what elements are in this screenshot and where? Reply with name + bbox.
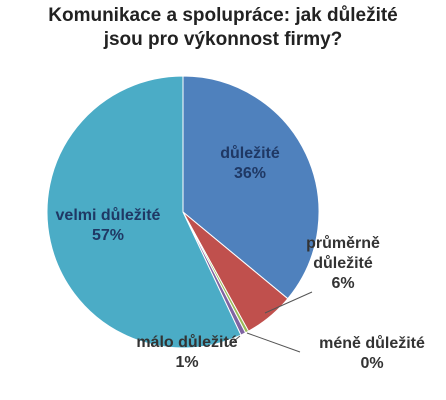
chart-title-line-2: jsou pro výkonnost firmy? [103, 29, 343, 50]
slice-percent: 0% [360, 355, 383, 372]
slice-name: průměrně [306, 235, 380, 252]
pie-slice-1 [182, 75, 320, 300]
slice-label-4: málo důležité 1% [136, 334, 237, 371]
leader-line-4 [227, 335, 241, 347]
chart-title: Komunikace a spolupráce: jak důležité js… [0, 4, 446, 52]
leader-line-2 [264, 291, 313, 314]
slice-name: velmi důležité [56, 207, 161, 224]
slice-name: málo důležité [136, 334, 237, 351]
chart-title-line-1: Komunikace a spolupráce: jak důležité [48, 5, 398, 26]
slice-label-1: důležité 36% [220, 145, 280, 182]
slice-name: důležité [313, 255, 373, 272]
slice-label-5: velmi důležité 57% [56, 207, 161, 244]
slice-label-3: méně důležité 0% [319, 335, 425, 372]
slice-percent: 36% [234, 165, 266, 182]
slice-percent: 57% [92, 227, 124, 244]
leader-line-3 [246, 332, 301, 353]
slice-name: méně důležité [319, 335, 425, 352]
slice-name: důležité [220, 145, 280, 162]
pie-slice-5 [46, 75, 242, 349]
slice-percent: 6% [331, 275, 354, 292]
slice-percent: 1% [175, 354, 198, 371]
slice-label-2: průměrně důležité 6% [306, 235, 380, 292]
